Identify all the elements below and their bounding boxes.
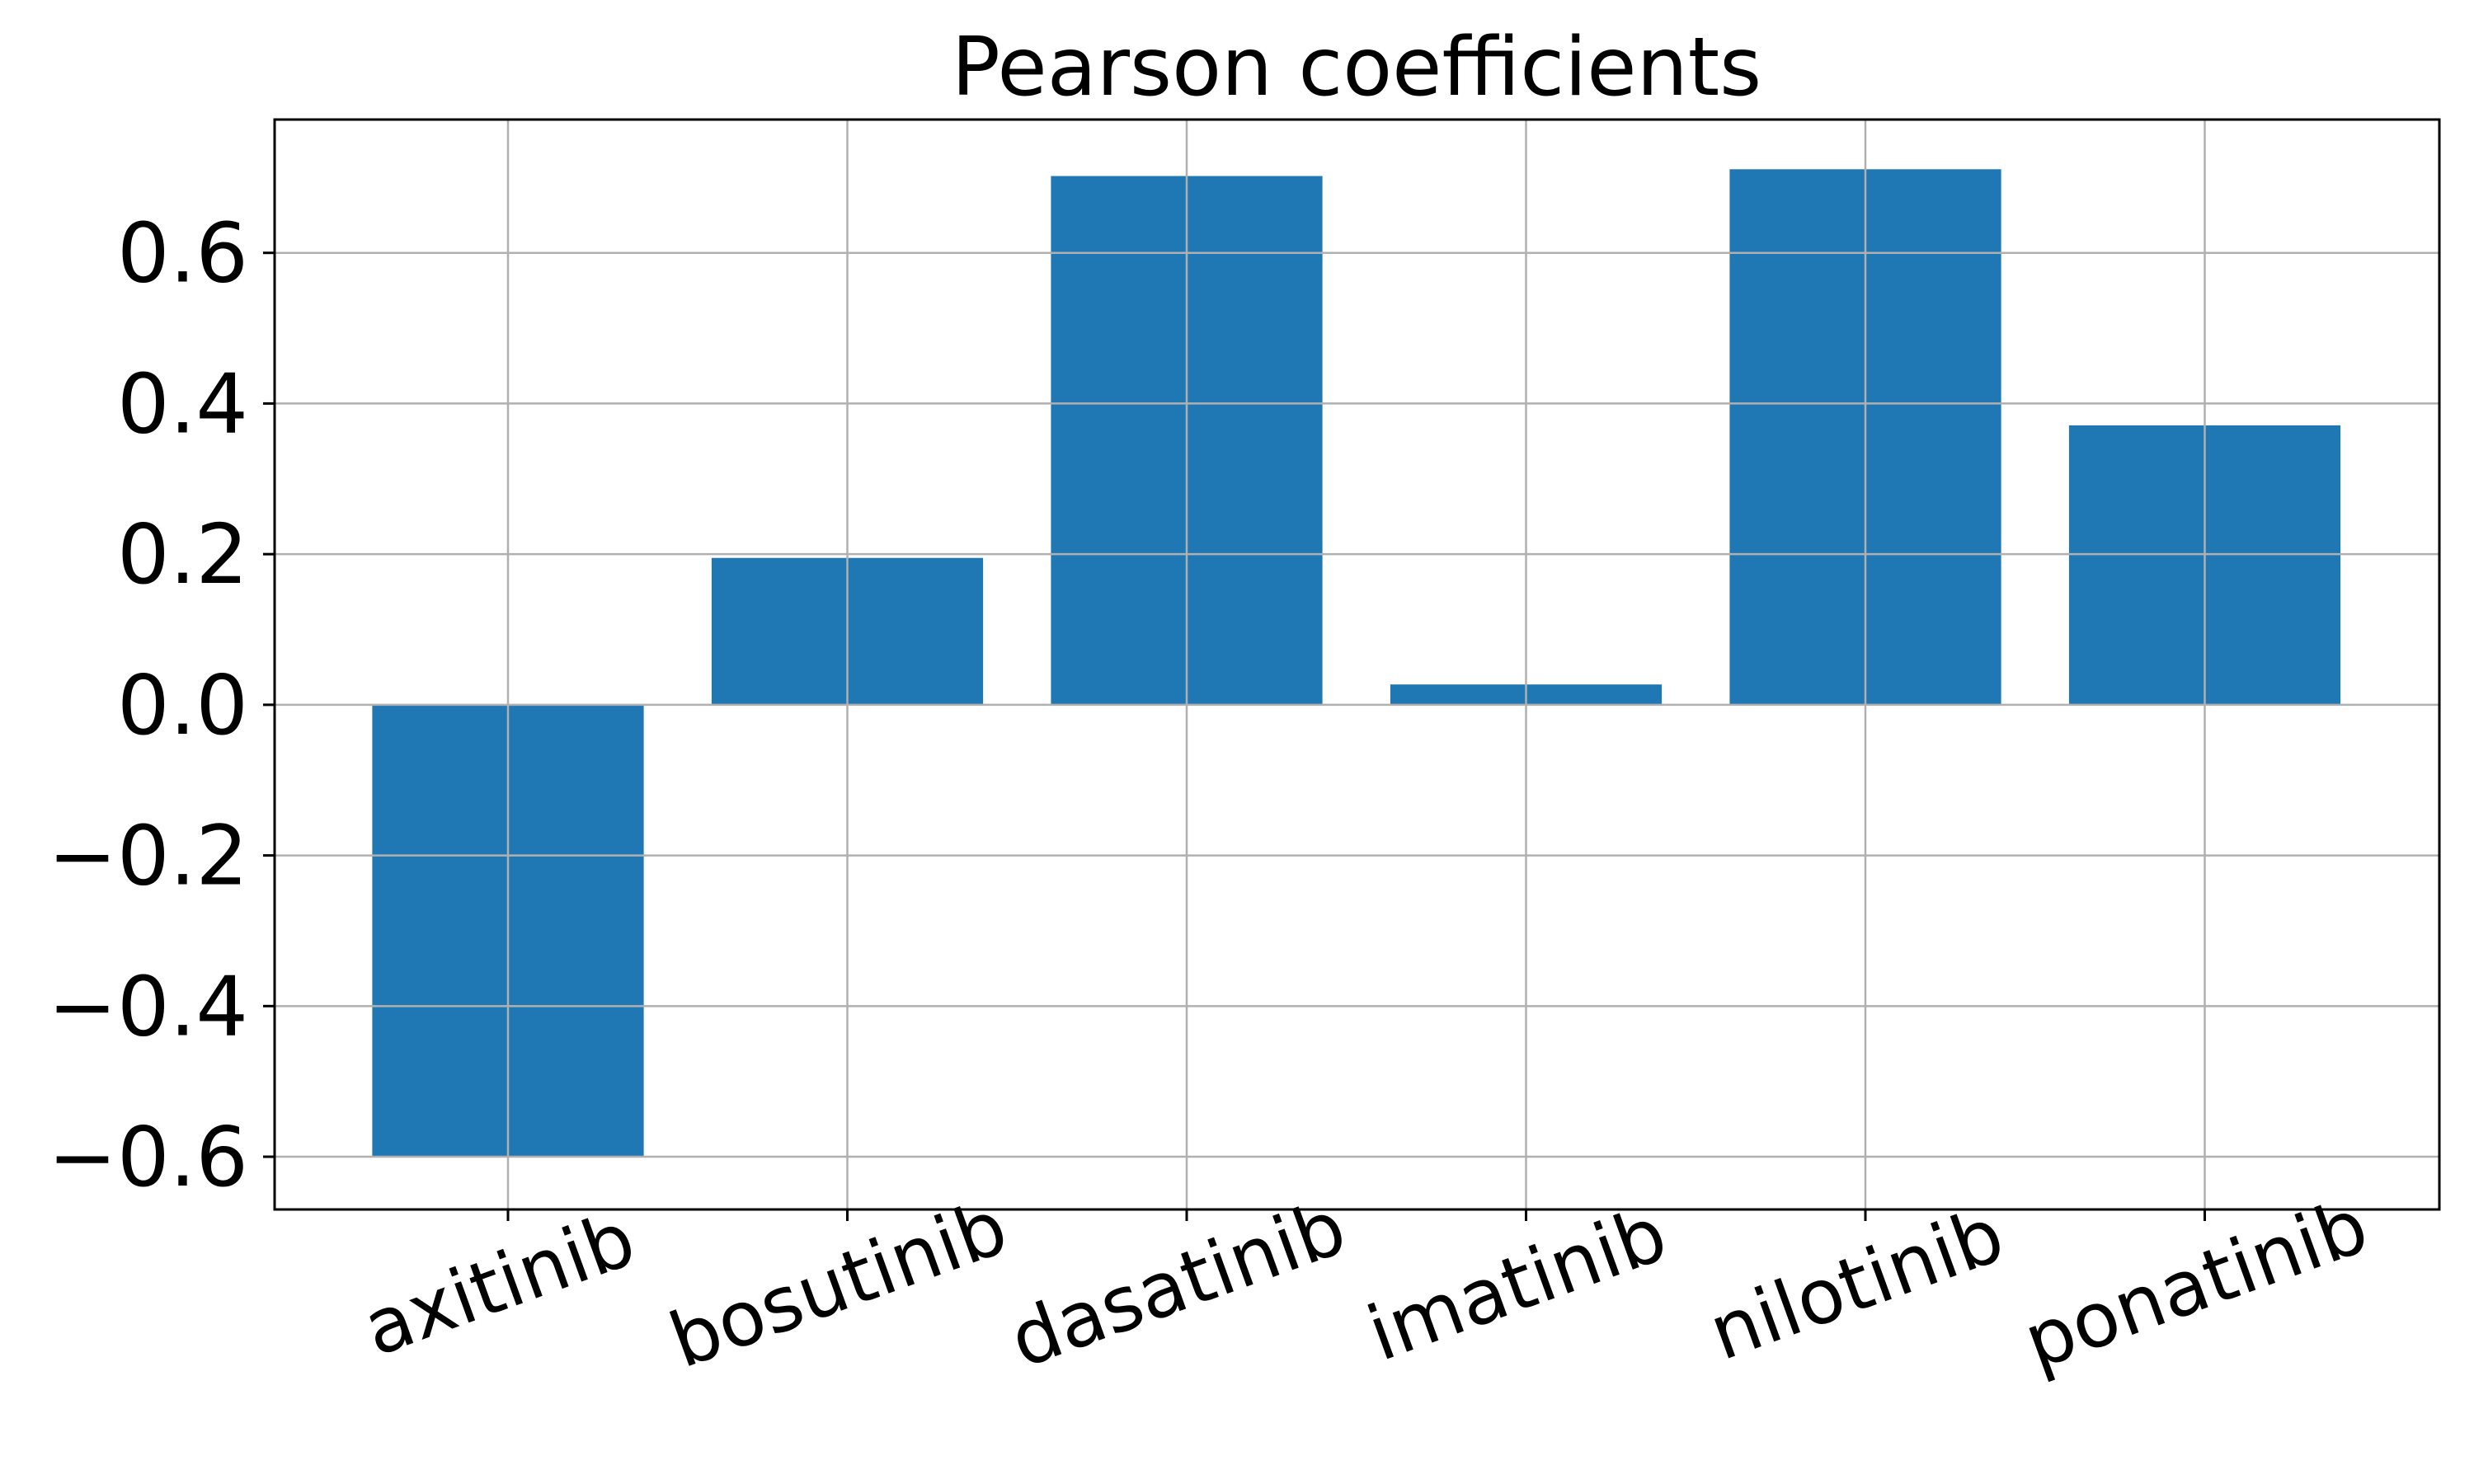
x-tick-label: dasatinib (999, 1183, 1357, 1385)
y-tick-label: −0.2 (48, 808, 248, 904)
y-tick-label: −0.4 (48, 958, 248, 1054)
y-tick-label: 0.4 (117, 355, 248, 452)
y-tick-label: −0.6 (48, 1109, 248, 1205)
chart-title: Pearson coefficients (952, 21, 1761, 115)
x-tick-label: imatinib (1357, 1190, 1677, 1378)
grid-lines (275, 120, 2439, 1209)
x-tick-label: bosutinib (659, 1182, 1018, 1385)
y-axis-ticks: −0.6 −0.4 −0.2 0.0 0.2 0.4 0.6 (48, 205, 275, 1205)
plot-frame (273, 118, 2441, 1211)
bars (372, 169, 2341, 1158)
y-tick-label: 0.2 (117, 506, 248, 603)
x-tick-label: ponatinib (2013, 1181, 2379, 1387)
x-tick-label: axitinib (352, 1195, 646, 1374)
y-tick-label: 0.0 (117, 657, 248, 754)
y-tick-label: 0.6 (117, 205, 248, 302)
x-tick-label: nilotinib (1698, 1190, 2015, 1378)
